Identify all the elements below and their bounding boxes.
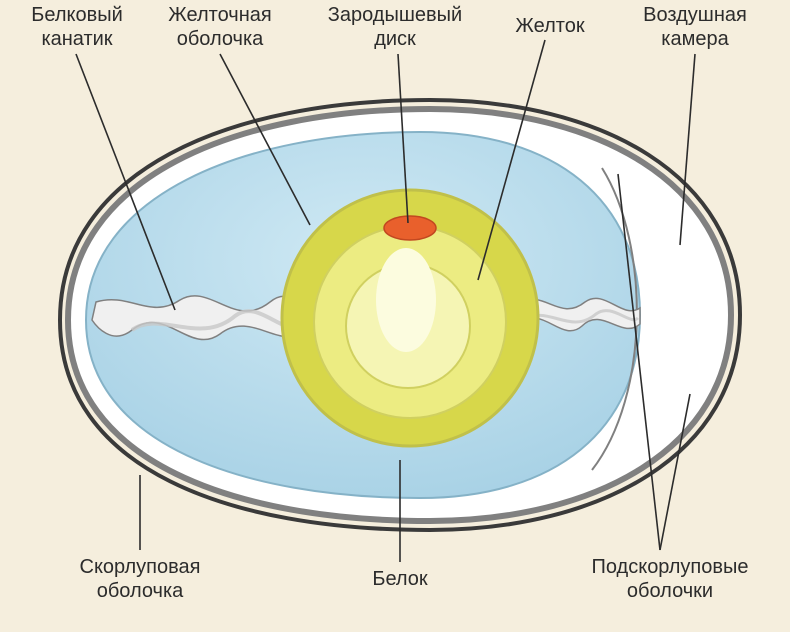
- label-aircell: Воздушная камера: [620, 3, 770, 51]
- chalaza-left: [92, 296, 306, 340]
- label-vitelline: Желточная оболочка: [150, 3, 290, 51]
- label-albumen: Белок: [340, 567, 460, 591]
- egg-diagram: Белковый канатик Желточная оболочка Заро…: [0, 0, 790, 632]
- label-chalaza: Белковый канатик: [12, 3, 142, 51]
- label-germ: Зародышевый диск: [310, 3, 480, 51]
- diagram-canvas: [0, 0, 790, 632]
- label-yolk: Желток: [500, 14, 600, 38]
- label-submem: Подскорлуповые оболочки: [560, 555, 780, 603]
- label-shell: Скорлуповая оболочка: [50, 555, 230, 603]
